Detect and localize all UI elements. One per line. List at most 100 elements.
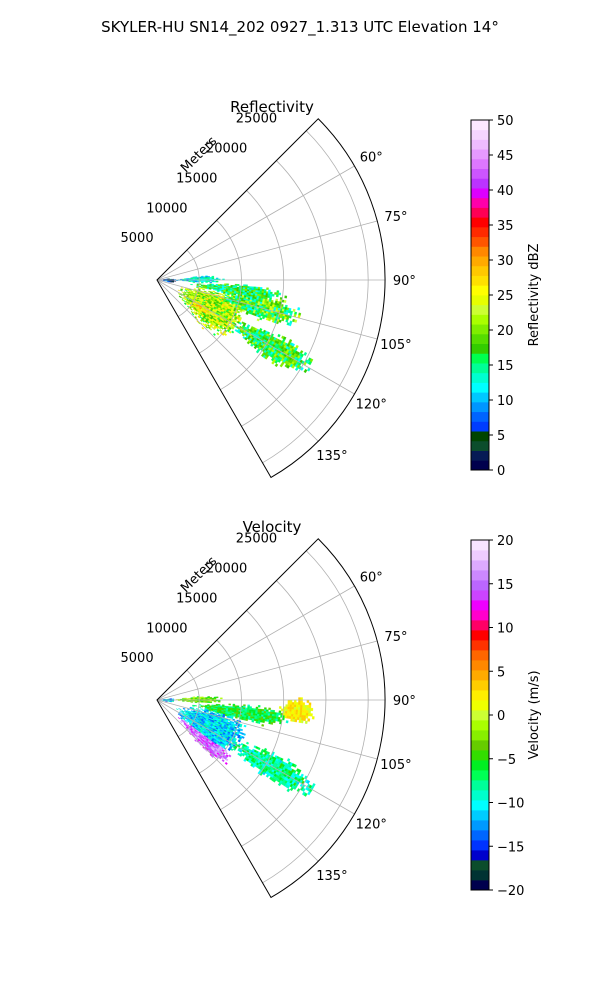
radar-cell xyxy=(283,299,287,303)
radar-cell xyxy=(241,736,245,739)
radar-cell xyxy=(177,717,181,720)
radar-cell xyxy=(242,309,246,312)
radar-cell xyxy=(190,310,194,314)
radar-cell xyxy=(308,361,312,366)
colorbar-swatch xyxy=(471,690,489,701)
colorbar-swatch xyxy=(471,660,489,671)
radar-cell xyxy=(300,702,303,706)
radar-cell xyxy=(212,290,216,293)
radar-cell xyxy=(256,318,260,322)
range-tick-label: 25000 xyxy=(236,112,277,127)
radar-cell xyxy=(304,707,307,711)
radar-cell xyxy=(190,701,193,703)
radar-cell xyxy=(167,281,170,283)
radar-cell xyxy=(216,712,220,715)
colorbar-swatch xyxy=(471,730,489,741)
radar-cell xyxy=(204,287,208,289)
radar-cell xyxy=(224,761,228,766)
radar-cell xyxy=(216,332,220,336)
colorbar-tick-label: 25 xyxy=(497,289,514,304)
radar-cell xyxy=(182,700,185,702)
radar-cell xyxy=(234,716,238,719)
radar-cell xyxy=(183,291,187,294)
azimuth-tick-label: 120° xyxy=(356,398,387,413)
radar-cell xyxy=(228,754,232,758)
azimuth-tick-label: 105° xyxy=(380,758,411,773)
colorbar-swatch xyxy=(471,650,489,661)
radar-cell xyxy=(293,785,297,790)
radar-cell xyxy=(274,363,279,368)
radar-cell xyxy=(302,707,305,711)
colorbar-swatch xyxy=(471,840,489,851)
radar-cell xyxy=(285,704,288,708)
radar-cell xyxy=(236,284,240,286)
radar-cell xyxy=(241,753,245,757)
radar-cell xyxy=(293,707,297,710)
colorbar-swatch xyxy=(471,740,489,751)
radar-cell xyxy=(202,709,205,712)
colorbar-swatch xyxy=(471,450,489,461)
radar-cell xyxy=(182,280,185,282)
radar-cell xyxy=(230,748,234,751)
sector-outline xyxy=(156,118,386,479)
radar-cell xyxy=(180,288,183,291)
colorbar-swatch xyxy=(471,720,489,731)
colorbar-swatch xyxy=(471,149,489,160)
colorbar-swatch xyxy=(471,363,489,374)
range-ring xyxy=(220,610,285,811)
radar-cell xyxy=(192,700,196,702)
colorbar-swatch xyxy=(471,790,489,801)
radar-cell xyxy=(297,709,301,713)
radar-cell xyxy=(289,702,293,705)
colorbar-swatch xyxy=(471,246,489,257)
radar-field xyxy=(161,275,314,374)
radar-cell xyxy=(213,700,217,703)
radar-cell xyxy=(219,289,222,292)
colorbar-swatch xyxy=(471,680,489,691)
radar-cell xyxy=(289,706,293,710)
radar-cell xyxy=(243,758,247,762)
radar-cell xyxy=(257,705,261,708)
range-tick-label: 15000 xyxy=(176,171,217,186)
radar-cell xyxy=(231,326,235,330)
radar-cell xyxy=(190,283,193,286)
radar-cell xyxy=(295,709,299,713)
radar-cell xyxy=(306,710,309,714)
radar-cell xyxy=(181,299,184,302)
radar-cell xyxy=(175,708,179,711)
radar-cell xyxy=(289,709,292,712)
radar-cell xyxy=(300,707,303,711)
azimuth-gridline xyxy=(156,279,355,395)
colorbar-swatch xyxy=(471,256,489,267)
radar-cell xyxy=(169,701,172,703)
radar-cell xyxy=(203,701,206,703)
azimuth-gridline xyxy=(156,699,378,760)
radar-cell xyxy=(308,707,312,711)
colorbar-swatch xyxy=(471,324,489,335)
colorbar-tick-label: −20 xyxy=(497,884,524,899)
colorbar-swatch xyxy=(471,560,489,571)
range-ring xyxy=(177,249,200,317)
colorbar-tick-label: 5 xyxy=(497,665,505,680)
radar-cell xyxy=(220,293,224,296)
radar-cell xyxy=(308,702,312,706)
radar-cell xyxy=(207,701,210,703)
colorbar-swatch xyxy=(471,431,489,442)
radar-cell xyxy=(287,706,290,710)
panel-title: Reflectivity xyxy=(230,98,314,116)
radar-cell xyxy=(286,758,291,762)
radar-cell xyxy=(215,289,218,291)
radar-cell xyxy=(178,708,181,710)
figure-title: SKYLER-HU SN14_202 0927_1.313 UTC Elevat… xyxy=(101,18,499,37)
radar-cell xyxy=(214,711,218,713)
radar-cell xyxy=(245,312,249,315)
radar-cell xyxy=(302,704,305,708)
radar-cell xyxy=(197,315,201,319)
radar-cell xyxy=(178,295,182,298)
radar-cell xyxy=(246,341,250,345)
azimuth-gridline xyxy=(156,699,355,815)
colorbar-swatch xyxy=(471,670,489,681)
radar-cell xyxy=(294,367,299,372)
radar-cell xyxy=(238,331,242,335)
radar-cell xyxy=(293,709,297,713)
